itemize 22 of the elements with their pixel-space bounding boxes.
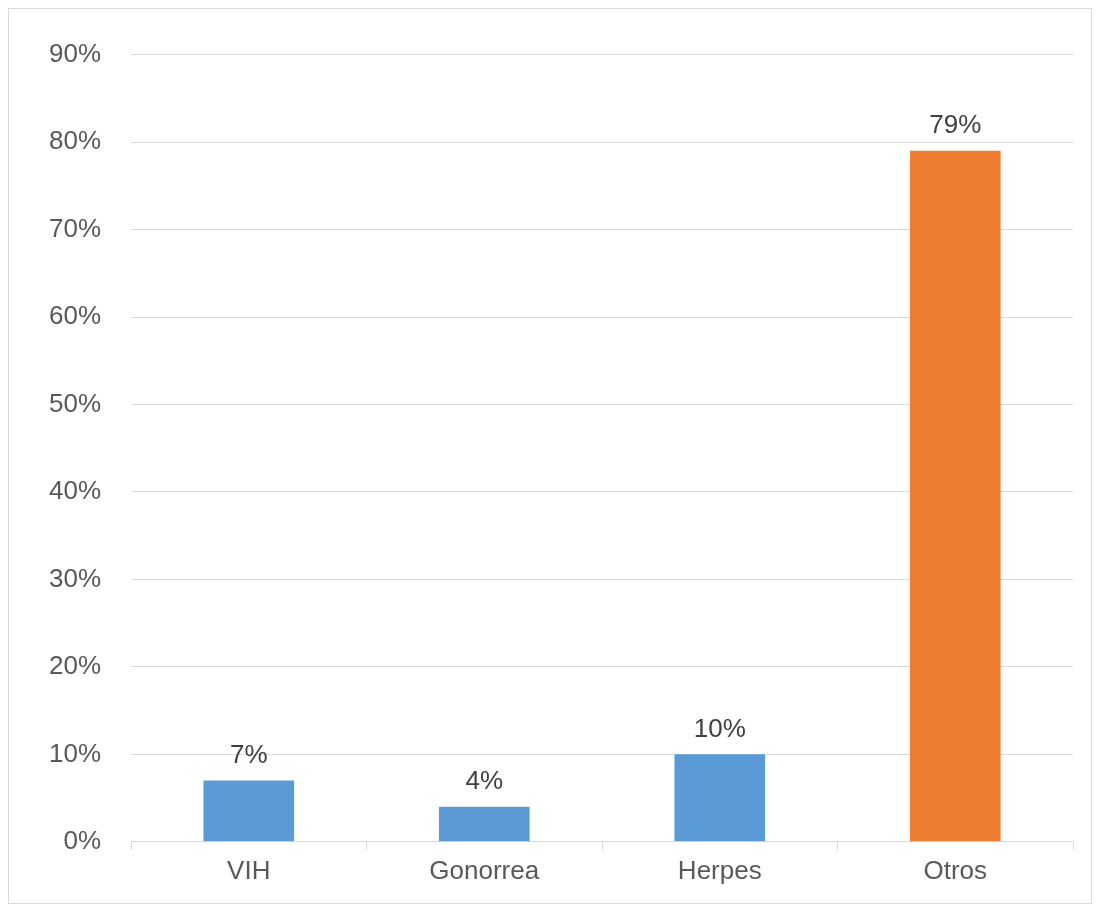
y-tick-label: 40% xyxy=(48,475,102,506)
y-tick-label: 90% xyxy=(48,37,102,68)
data-label: 79% xyxy=(929,108,982,139)
bar xyxy=(203,780,295,842)
data-label: 7% xyxy=(229,738,268,769)
y-tick-label: 70% xyxy=(48,212,102,243)
bar xyxy=(909,150,1001,842)
y-tick-label: 50% xyxy=(48,387,102,418)
y-tick-label: 80% xyxy=(48,125,102,156)
x-tick-label: Herpes xyxy=(677,854,762,885)
bar xyxy=(438,806,530,842)
x-tick-label: Gonorrea xyxy=(429,854,540,885)
y-tick-label: 30% xyxy=(48,562,102,593)
x-tick-label: Otros xyxy=(923,854,988,885)
x-tick-label: VIH xyxy=(227,854,271,885)
data-label: 10% xyxy=(693,712,746,743)
data-label: 4% xyxy=(465,764,504,795)
y-tick-label: 0% xyxy=(63,824,102,855)
bar xyxy=(674,754,766,842)
y-tick-label: 10% xyxy=(48,737,102,768)
y-tick-label: 20% xyxy=(48,650,102,681)
y-tick-label: 60% xyxy=(48,300,102,331)
